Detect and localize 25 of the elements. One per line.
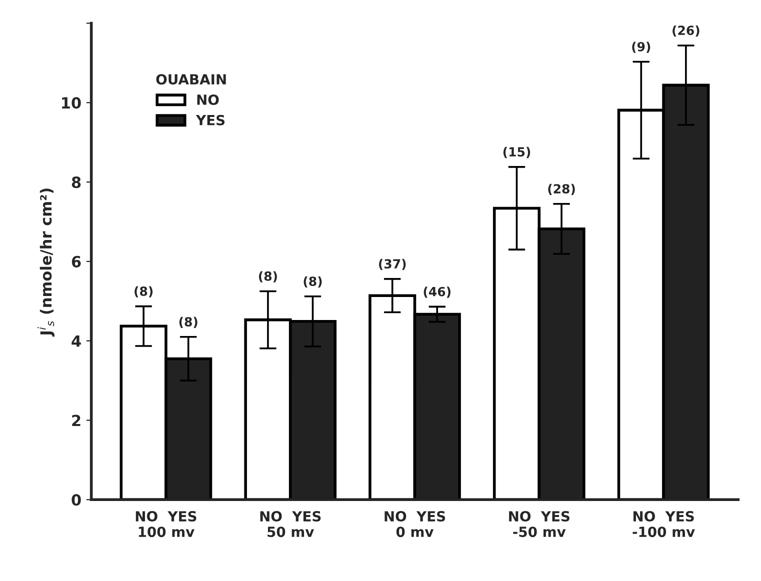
annotation: (8) (179, 316, 198, 328)
y-tick-label: 0 (72, 494, 81, 506)
x-tick-label: NO YES -50 mv (509, 511, 570, 538)
y-tick-label: 2 (72, 414, 80, 426)
x-tick-label: NO YES 0 mv (384, 511, 446, 538)
annotation: (26) (672, 25, 700, 37)
annotation: (15) (503, 146, 530, 158)
annotation: (37) (379, 258, 406, 270)
annotation: (8) (134, 286, 153, 298)
x-tick-label: NO YES 50 mv (260, 511, 321, 538)
y-tick-label: 6 (72, 256, 81, 268)
y-tick-label: 8 (72, 176, 81, 188)
x-tick-label: NO YES -100 mv (632, 511, 695, 538)
annotation: (46) (424, 286, 450, 298)
y-tick-label: 10 (62, 97, 81, 109)
legend-label: YES (196, 114, 225, 126)
annotation: (8) (258, 271, 277, 282)
annotation: (9) (632, 42, 650, 53)
annotation: (8) (304, 276, 322, 288)
legend-label: NO (197, 94, 219, 105)
annotation: (28) (548, 184, 575, 195)
y-axis-title: J$^{i}$$_{s}$ (nmole/hr cm²) (38, 188, 55, 337)
y-tick-label: 4 (72, 336, 81, 347)
legend-title: OUABAIN (156, 74, 226, 85)
x-tick-label: NO YES 100 mv (136, 511, 196, 538)
